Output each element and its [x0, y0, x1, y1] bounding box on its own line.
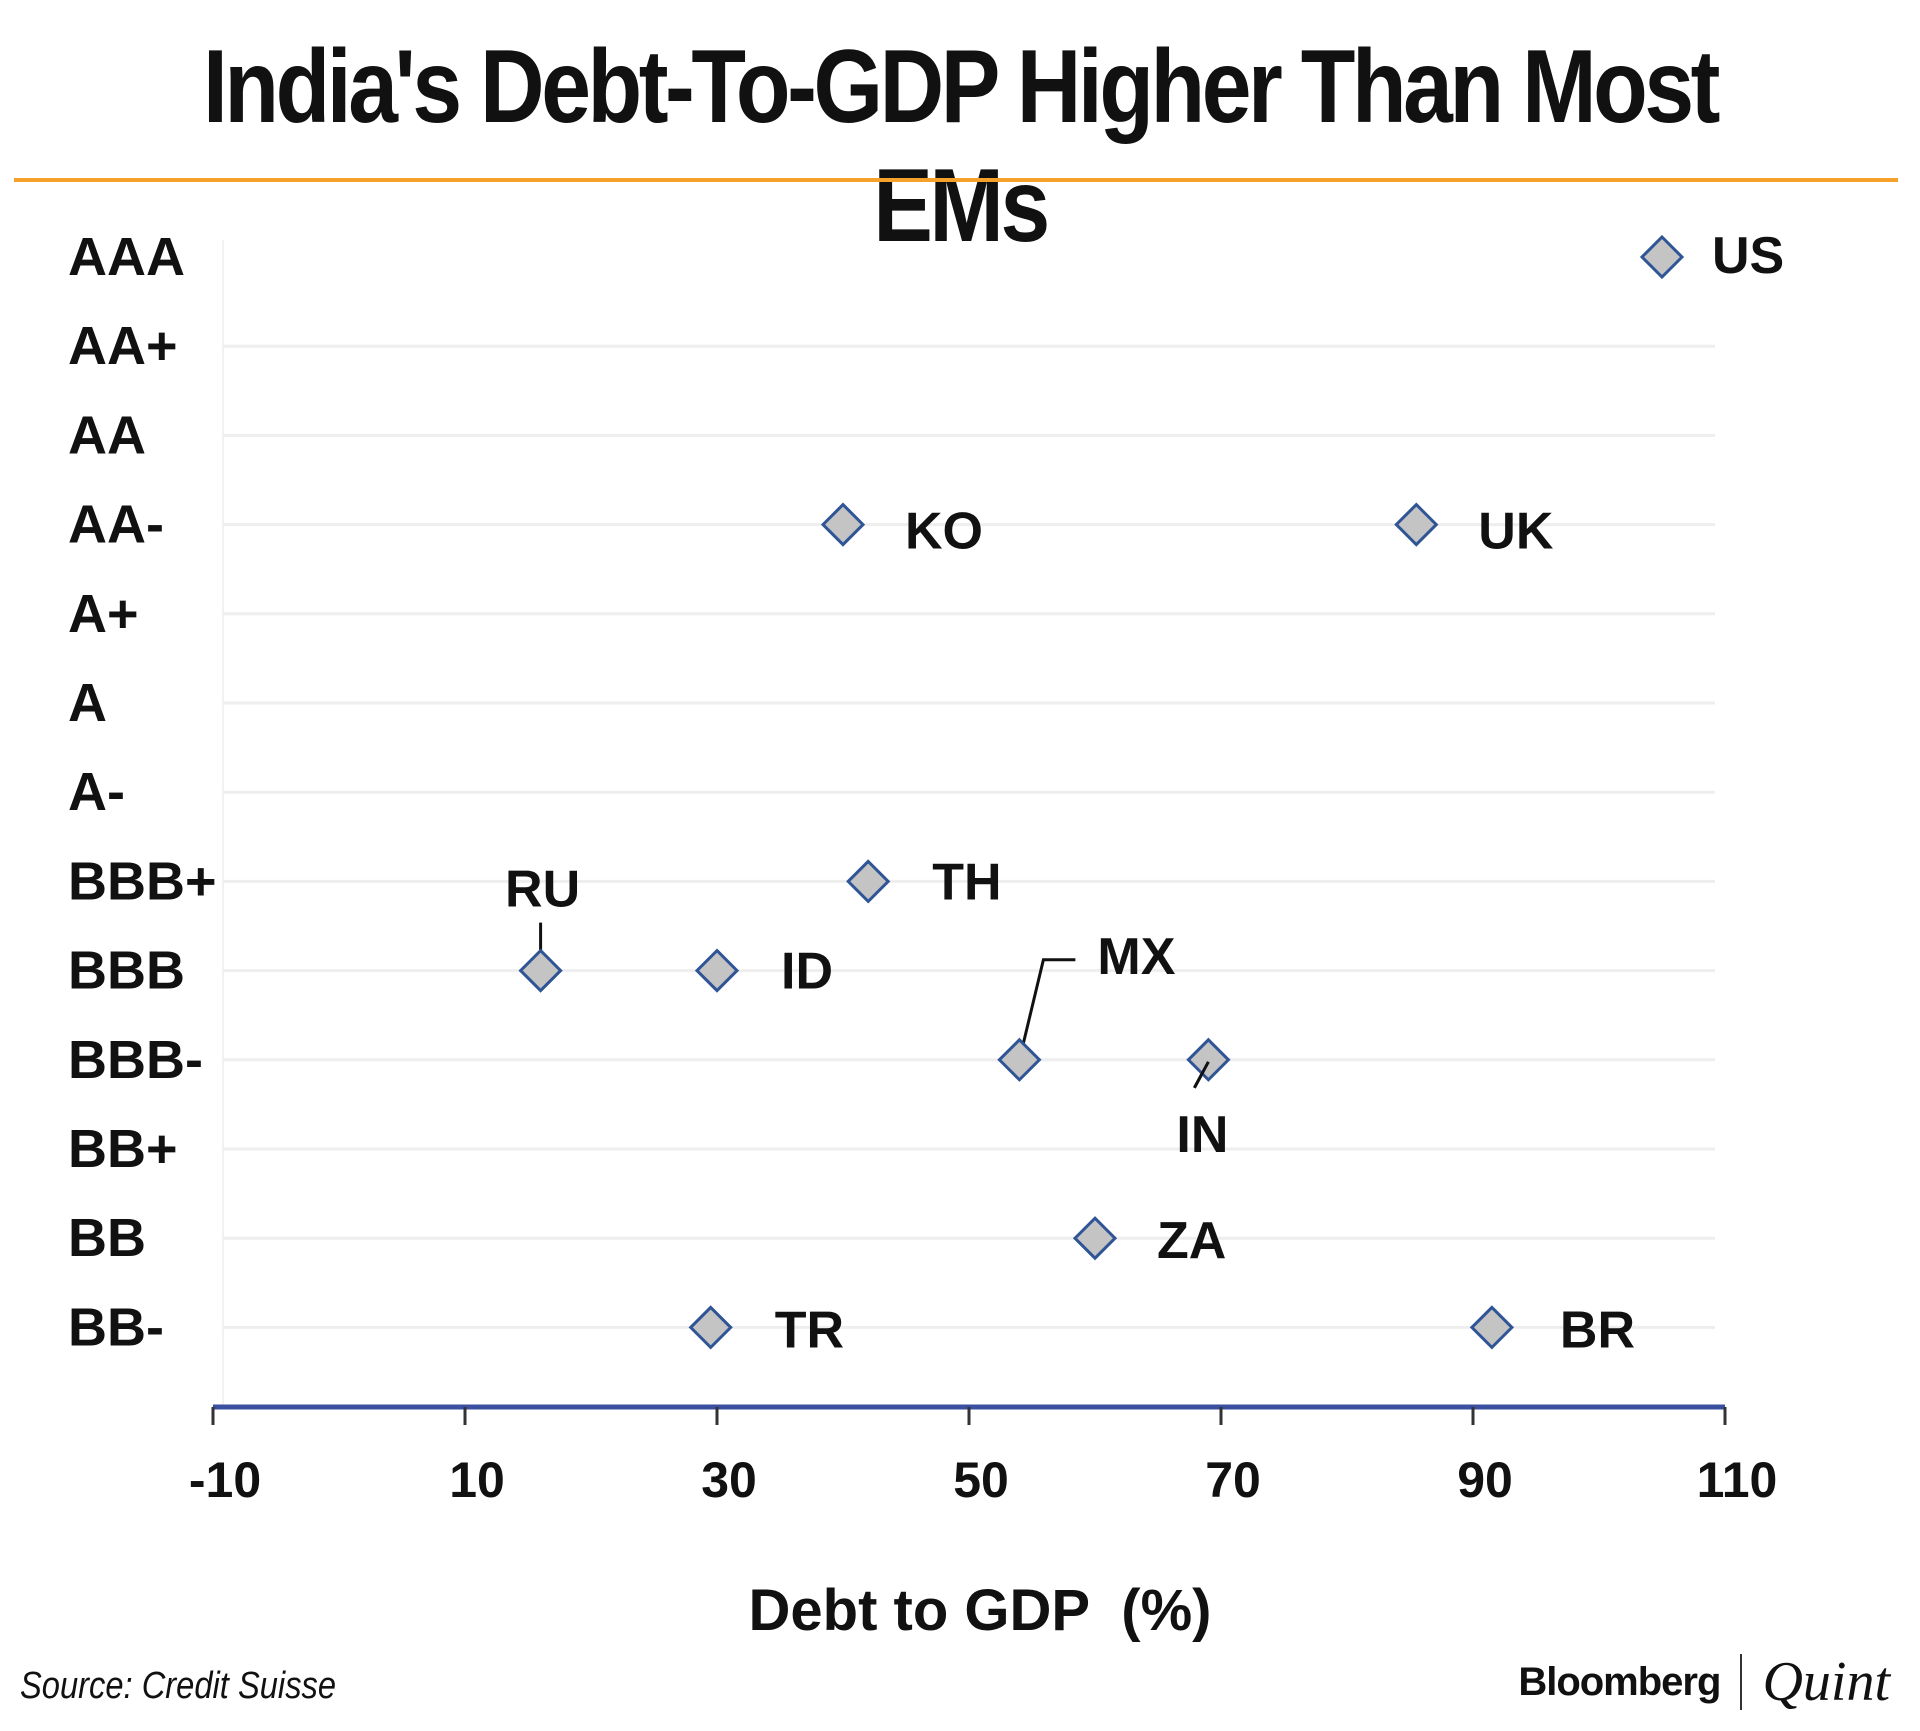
y-tick-label: BB-: [68, 1297, 164, 1357]
x-tick-label: 10: [449, 1452, 505, 1508]
y-tick-label: AA+: [68, 316, 178, 376]
x-tick-label: 70: [1205, 1452, 1261, 1508]
data-label: IN: [1176, 1106, 1228, 1164]
x-tick-label: 30: [701, 1452, 757, 1508]
y-tick-label: AAA: [68, 227, 185, 287]
leader-line-mx: [1017, 958, 1076, 1061]
data-label: TR: [775, 1301, 844, 1359]
point-mx: [997, 1037, 1042, 1082]
data-label: TH: [932, 853, 1001, 911]
point-br: [1469, 1305, 1515, 1350]
data-label: UK: [1478, 503, 1554, 561]
brand-separator: [1740, 1654, 1743, 1710]
x-tick-label: 90: [1457, 1452, 1513, 1508]
brand-secondary: Quint: [1762, 1651, 1890, 1713]
title-divider: [14, 178, 1898, 182]
point-ru: [518, 948, 563, 993]
data-label: KO: [905, 503, 983, 561]
brand-primary: Bloomberg: [1518, 1659, 1721, 1704]
y-tick-label: BB: [68, 1208, 146, 1268]
y-tick-label: A-: [68, 762, 125, 822]
y-tick-label: AA-: [68, 495, 164, 555]
data-label: MX: [1097, 928, 1175, 986]
point-za: [1072, 1216, 1118, 1261]
source-note: Source: Credit Suisse: [20, 1665, 337, 1707]
x-axis-label: Debt to GDP (%): [749, 1578, 1212, 1643]
x-tick-label: -10: [189, 1452, 261, 1508]
data-label: ID: [781, 943, 833, 1001]
data-label: BR: [1560, 1301, 1635, 1359]
y-tick-label: BBB-: [68, 1030, 203, 1090]
point-id: [694, 948, 740, 993]
x-tick-label: 50: [953, 1452, 1009, 1508]
y-tick-label: BB+: [68, 1119, 178, 1179]
point-tr: [688, 1305, 733, 1350]
y-tick-label: BBB+: [68, 851, 217, 911]
y-tick-label: BBB: [68, 941, 185, 1001]
point-us: [1639, 234, 1685, 280]
chart-title: India's Debt-To-GDP Higher Than Most EMs: [202, 29, 1720, 264]
x-tick-label: 110: [1697, 1452, 1778, 1508]
point-ko: [820, 502, 866, 547]
data-label: US: [1712, 227, 1784, 285]
data-label: RU: [505, 861, 580, 919]
brand-logo: Bloomberg Quint: [1518, 1650, 1890, 1714]
point-uk: [1394, 502, 1439, 547]
point-in: [1186, 1037, 1231, 1082]
y-tick-label: A: [68, 673, 107, 733]
y-tick-label: A+: [68, 584, 139, 644]
data-label: ZA: [1157, 1212, 1226, 1270]
y-tick-label: AA: [68, 405, 146, 465]
leader-line-in-front: [1193, 1061, 1210, 1089]
point-th: [846, 859, 891, 904]
